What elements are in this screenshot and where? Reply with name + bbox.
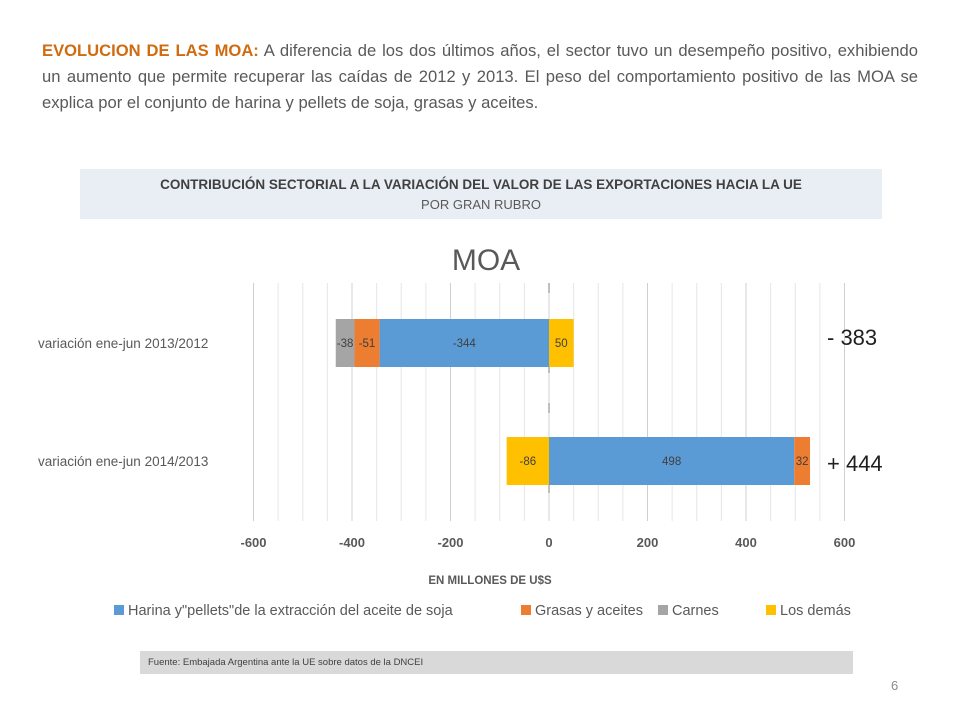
intro-lead: EVOLUCION DE LAS MOA: [42,41,259,60]
intro-body: A diferencia de los dos últimos años, el… [42,41,918,112]
data-label: -38 [337,338,354,350]
bar-segment [354,319,380,367]
x-tick-label: -400 [339,535,365,550]
bar-segment [794,437,811,485]
legend-swatch [658,605,668,615]
x-tick-label: 400 [735,535,757,550]
bar-segment [379,319,549,367]
x-axis-title: EN MILLONES DE U$S [428,575,552,587]
x-tick-label: 0 [545,535,552,550]
page-number: 6 [891,678,899,693]
legend-label: Carnes [672,603,719,619]
legend-label: Los demás [780,603,851,619]
legend-swatch [766,605,776,615]
x-tick-label: -200 [437,535,463,550]
data-label: -86 [520,456,537,468]
source-note: Fuente: Embajada Argentina ante la UE so… [140,651,853,674]
data-label: 498 [662,456,681,468]
chart-title: MOA [452,244,520,277]
data-label: 50 [555,338,568,350]
legend-label: Grasas y aceites [535,603,643,619]
data-label: -51 [359,338,376,350]
moa-chart: MOA -344 -51 -38 50 variación ene-jun 2013/20… [38,244,856,619]
legend-swatch [114,605,124,615]
total-annotation-2013: - 383 [827,325,878,350]
bar-segment [549,437,795,485]
chart-header: CONTRIBUCIÓN SECTORIAL A LA VARIACIÓN DE… [80,169,882,219]
data-label: -344 [453,338,477,350]
intro-paragraph: EVOLUCION DE LAS MOA: A diferencia de lo… [42,38,918,116]
chart-header-subtitle: POR GRAN RUBRO [421,197,541,212]
x-tick-label: 200 [637,535,659,550]
total-annotation-2014: + 444 [827,451,883,476]
x-tick-label: 600 [834,535,856,550]
category-label: variación ene-jun 2014/2013 [38,454,208,469]
bar-segment [335,319,355,367]
category-label: variación ene-jun 2013/2012 [38,336,208,351]
chart-header-title: CONTRIBUCIÓN SECTORIAL A LA VARIACIÓN DE… [160,177,802,192]
x-tick-label: -600 [240,535,266,550]
legend-swatch [521,605,531,615]
data-label: 32 [796,456,809,468]
bar-segment [549,319,574,367]
legend-label: Harina y"pellets"de la extracción del ac… [128,603,454,619]
bar-segment [506,437,549,485]
